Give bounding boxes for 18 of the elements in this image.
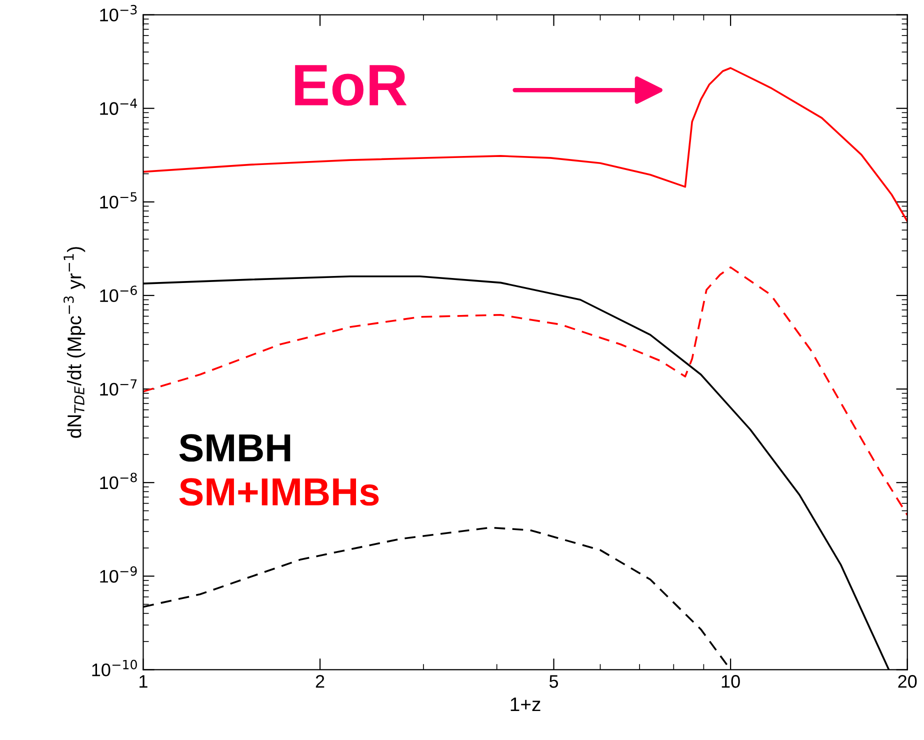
y-tick-label: 10$^{−5}$: [100, 192, 137, 209]
y-tick-label: 10$^{−10}$: [92, 660, 137, 676]
x-tick-label: 2: [316, 675, 324, 688]
y-tick-label: 10$^{−9}$: [100, 566, 137, 583]
text: SM+IMBHs: [179, 478, 379, 506]
y-tick-label: 10$^{−8}$: [100, 472, 137, 490]
x-tick-label: 5: [549, 675, 558, 688]
x-tick-label: 10: [722, 675, 740, 688]
x-axis-title: 1+z: [510, 698, 540, 712]
x-tick-label: 1: [140, 675, 148, 688]
y-tick-label: 10$^{−6}$: [100, 286, 137, 302]
y-tick-label: 10$^{−7}$: [100, 379, 137, 396]
y-tick-label: 10$^{−4}$: [100, 98, 137, 115]
annotation: EoR: [295, 65, 407, 106]
text: SMBH: [179, 434, 290, 462]
y-axis-title: dN$_{TDE}$/dt (Mpc$^{−3}$ yr$^{−1}$): [64, 247, 86, 438]
y-tick-label: 10$^{−3}$: [100, 4, 137, 22]
x-tick-label: 20: [898, 675, 917, 688]
